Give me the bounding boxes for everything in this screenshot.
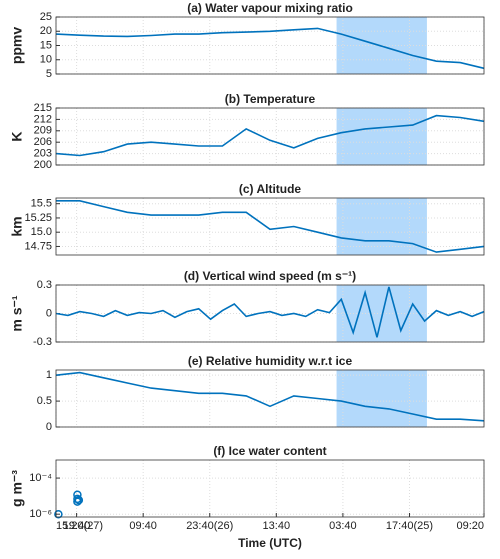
- x-tick-label: 17:40(25): [386, 520, 433, 532]
- data-line: [55, 286, 485, 338]
- highlight-band: [336, 198, 427, 255]
- y-tick-label: 200: [34, 159, 52, 171]
- y-axis-label: K: [9, 131, 25, 141]
- y-tick-label: 1: [46, 369, 52, 381]
- panel-title: (c) Altitude: [239, 182, 302, 196]
- x-tick-label: 03:40: [329, 520, 357, 532]
- data-point: [74, 495, 84, 505]
- y-axis-label: km: [9, 216, 25, 236]
- y-tick-label: 10⁻⁴: [29, 472, 52, 484]
- y-axis-label: m s⁻¹: [9, 295, 25, 332]
- y-axis-label: g m⁻³: [9, 470, 25, 507]
- data-point: [54, 509, 63, 519]
- plot-frame: [55, 459, 485, 518]
- y-tick-label: 15: [40, 39, 52, 51]
- plot-frame: [55, 107, 485, 166]
- y-tick-label: 20: [40, 25, 52, 37]
- y-axis-label: ppmv: [9, 27, 25, 65]
- highlight-band: [336, 285, 427, 342]
- panel-title: (b) Temperature: [225, 92, 316, 106]
- data-line: [55, 27, 485, 70]
- y-tick-label: -0.3: [33, 336, 52, 348]
- data-line: [56, 200, 485, 253]
- y-tick-label: 0: [46, 421, 52, 433]
- data-point: [73, 497, 82, 506]
- panel-title: (f) Ice water content: [213, 444, 326, 458]
- y-tick-label: 10: [40, 54, 52, 66]
- y-tick-label: 0.3: [37, 279, 52, 291]
- plot-frame: [55, 369, 485, 428]
- plot-frame: [55, 284, 485, 343]
- y-tick-label: 5: [46, 68, 52, 80]
- highlight-band: [336, 370, 427, 427]
- x-tick-label: 13:40: [263, 520, 291, 532]
- plot-frame: [55, 197, 485, 256]
- data-line: [55, 371, 485, 422]
- x-tick-label: 19:40: [63, 520, 91, 532]
- panel-title: (a) Water vapour mixing ratio: [187, 1, 353, 15]
- y-tick-label: 0.5: [37, 395, 52, 407]
- x-axis-label: Time (UTC): [238, 536, 302, 550]
- x-tick-label: 09:20: [456, 520, 484, 532]
- x-tick-label: 23:40(26): [186, 520, 233, 532]
- y-tick-label: 212: [34, 113, 52, 125]
- x-tick-label: 09:40: [129, 520, 157, 532]
- y-tick-label: 15.0: [31, 226, 52, 238]
- y-tick-label: 215: [34, 102, 52, 114]
- panel-title: (e) Relative humidity w.r.t ice: [188, 354, 353, 368]
- y-tick-label: 203: [34, 148, 52, 160]
- x-tick-label: 15:20(27): [56, 520, 103, 532]
- y-tick-label: 206: [34, 136, 52, 148]
- y-tick-label: 15.25: [24, 212, 52, 224]
- y-tick-label: 25: [40, 11, 52, 23]
- data-line: [55, 114, 485, 157]
- highlight-band: [336, 108, 427, 165]
- y-tick-label: 209: [34, 125, 52, 137]
- y-tick-label: 0: [46, 307, 52, 319]
- panel-title: (d) Vertical wind speed (m s⁻¹): [184, 269, 356, 283]
- y-tick-label: 10⁻⁶: [29, 508, 52, 520]
- plot-area: [56, 460, 484, 517]
- y-tick-label: 14.75: [24, 240, 52, 252]
- plot-frame: [55, 16, 485, 75]
- data-point: [73, 494, 82, 504]
- y-tick-label: 15.5: [31, 198, 52, 210]
